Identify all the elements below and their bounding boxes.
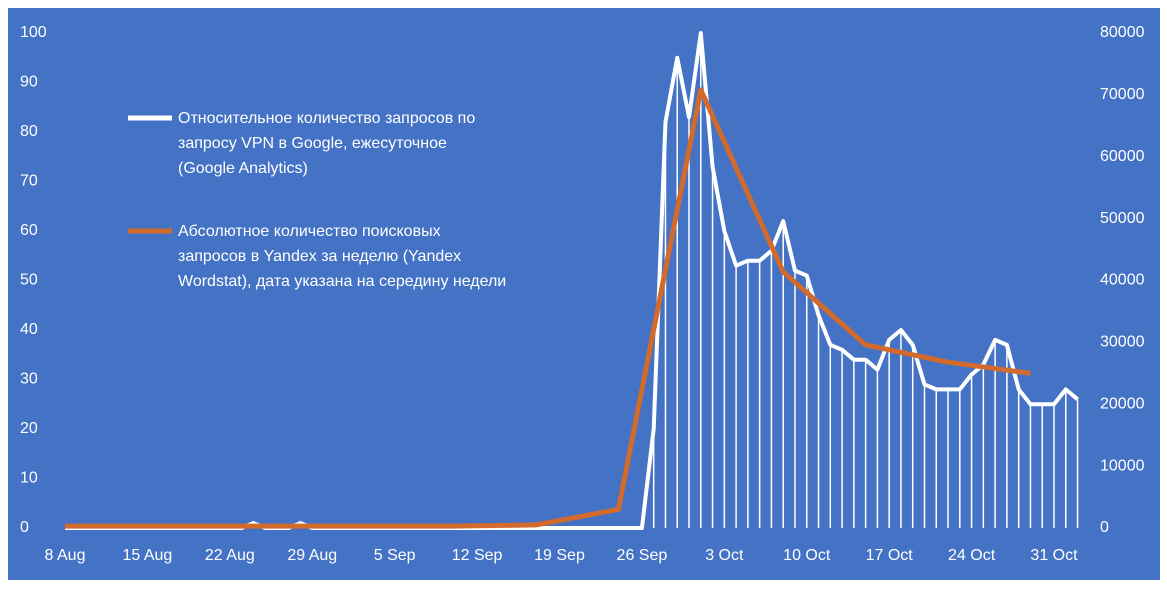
y-tick-label: 10 [20, 470, 38, 487]
y2-tick-label: 60000 [1100, 148, 1145, 165]
y-tick-label: 90 [20, 74, 38, 91]
x-tick-label: 17 Oct [866, 547, 914, 564]
y-tick-label: 70 [20, 173, 38, 190]
y2-tick-label: 50000 [1100, 210, 1145, 227]
legend-label: Абсолютное количество поисковых запросов… [178, 223, 507, 290]
y-tick-label: 50 [20, 272, 38, 289]
y-tick-label: 40 [20, 321, 38, 338]
y2-tick-label: 20000 [1100, 395, 1145, 412]
x-tick-label: 22 Aug [205, 547, 255, 564]
y-tick-label: 20 [20, 420, 38, 437]
series-line [65, 87, 1031, 529]
y2-tick-label: 80000 [1100, 24, 1145, 41]
y-tick-label: 80 [20, 123, 38, 140]
y-tick-label: 100 [20, 24, 47, 41]
y-tick-label: 60 [20, 222, 38, 239]
x-tick-label: 12 Sep [452, 547, 503, 564]
y2-tick-label: 70000 [1100, 86, 1145, 103]
x-tick-label: 10 Oct [783, 547, 831, 564]
x-tick-label: 15 Aug [123, 547, 173, 564]
x-tick-label: 31 Oct [1030, 547, 1078, 564]
x-tick-label: 5 Sep [374, 547, 416, 564]
plot-background [8, 8, 1160, 580]
y-tick-label: 30 [20, 371, 38, 388]
y2-tick-label: 40000 [1100, 272, 1145, 289]
y-tick-label: 0 [20, 519, 29, 536]
x-tick-label: 8 Aug [45, 547, 86, 564]
x-tick-label: 26 Sep [617, 547, 668, 564]
y2-tick-label: 30000 [1100, 334, 1145, 351]
x-tick-label: 29 Aug [287, 547, 337, 564]
x-tick-label: 19 Sep [534, 547, 585, 564]
y2-tick-label: 10000 [1100, 457, 1145, 474]
x-tick-label: 3 Oct [705, 547, 744, 564]
legend-label: Относительное количество запросов по зап… [178, 110, 476, 177]
x-tick-label: 24 Oct [948, 547, 996, 564]
y2-tick-label: 0 [1100, 519, 1109, 536]
